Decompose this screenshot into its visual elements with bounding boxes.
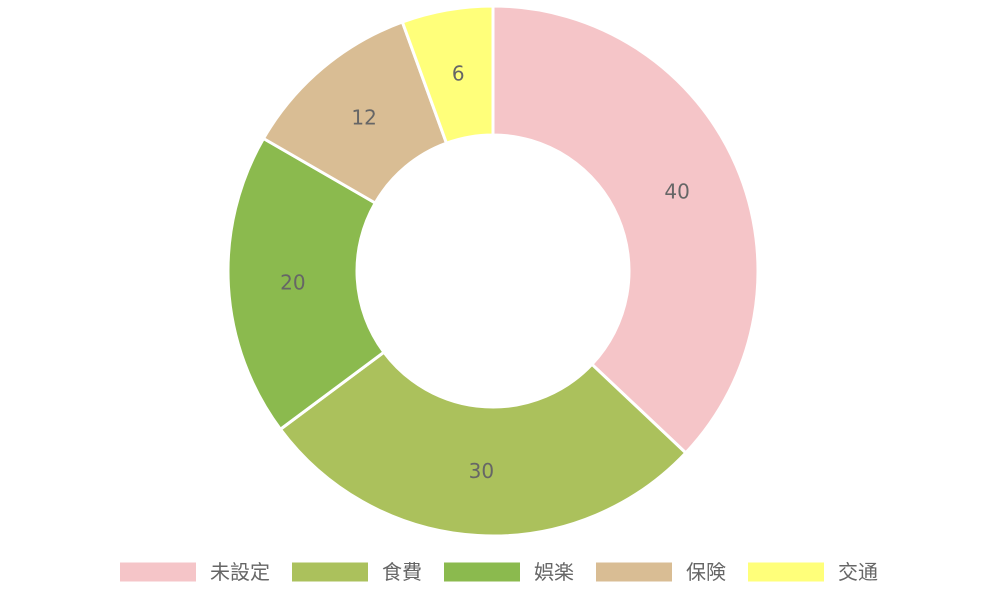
legend-swatch [292,562,368,582]
slice-labels: 40 30 20 12 6 [280,62,690,484]
legend-item-2[interactable]: 食費 [292,560,422,584]
legend-item-3[interactable]: 娯楽 [444,560,574,584]
legend-item-4[interactable]: 保険 [596,560,726,584]
legend-item-5[interactable]: 交通 [748,560,878,584]
legend-item-1[interactable]: 未設定 [120,560,270,584]
legend-label: 未設定 [210,560,270,584]
legend-label: 保険 [686,560,726,584]
legend-label: 娯楽 [534,560,574,584]
legend: 未設定 食費 娯楽 保険 交通 [120,560,878,584]
slice-label-3: 20 [280,271,305,295]
legend-swatch [748,562,824,582]
legend-swatch [120,562,196,582]
slice-3[interactable] [226,137,386,431]
slice-label-1: 40 [664,180,689,204]
slice-label-5: 6 [452,62,465,86]
slices [226,4,760,538]
legend-swatch [444,562,520,582]
slice-2[interactable] [278,350,688,538]
legend-swatch [596,562,672,582]
legend-label: 食費 [382,560,422,584]
slice-1[interactable] [491,4,760,455]
slice-5[interactable] [400,4,495,145]
slice-label-2: 30 [469,459,494,483]
slice-label-4: 12 [351,105,376,129]
legend-label: 交通 [838,560,878,584]
